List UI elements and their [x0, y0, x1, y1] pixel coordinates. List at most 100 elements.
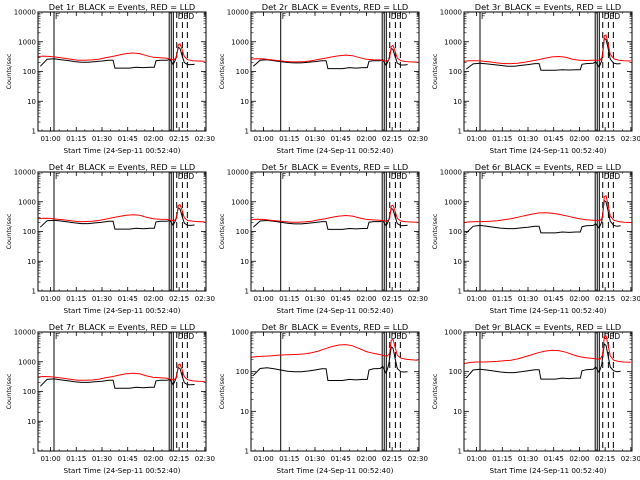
- y-tick-label: 1: [32, 288, 36, 296]
- x-tick-label: 02:30: [195, 135, 215, 143]
- y-tick-label: 10000: [14, 329, 36, 337]
- marker-label: E: [609, 172, 614, 181]
- x-tick-label: 01:00: [466, 295, 486, 303]
- y-axis-label: Counts/sec: [5, 373, 13, 409]
- x-tick-label: 01:30: [518, 295, 538, 303]
- x-tick-label: 01:30: [518, 455, 538, 463]
- marker-label: D: [604, 172, 610, 181]
- panel-det-1: Det 1r_BLACK = Events, RED = LLD Counts/s…: [5, 2, 215, 155]
- y-tick-label: 1000: [231, 38, 249, 46]
- events-series-line: [465, 199, 621, 234]
- y-tick-label: 100: [23, 228, 36, 236]
- y-tick-label: 1000: [231, 198, 249, 206]
- panel-det-8: Det 8r_BLACK = Events, RED = LLD Counts/s…: [218, 322, 428, 475]
- x-tick-label: 01:45: [544, 455, 564, 463]
- x-tick-label: 02:30: [408, 295, 428, 303]
- x-tick-label: 02:00: [143, 295, 163, 303]
- x-axis-label: Start Time (24-Sep-11 00:52:40): [490, 146, 607, 155]
- marker-label: E: [396, 172, 401, 181]
- x-tick-label: 02:00: [569, 455, 589, 463]
- marker-label: D: [178, 12, 184, 21]
- y-tick-label: 100: [449, 368, 462, 376]
- plot-frame: [463, 11, 633, 132]
- plot-frame: [37, 331, 207, 452]
- y-tick-label: 1: [32, 448, 36, 456]
- x-tick-label: 02:00: [569, 135, 589, 143]
- lld-series-line: [463, 34, 631, 65]
- y-tick-label: 10000: [227, 169, 249, 177]
- y-tick-label: 10: [240, 408, 249, 416]
- panel-det-3: Det 3r_BLACK = Events, RED = LLD Counts/s…: [431, 2, 640, 155]
- y-tick-label: 10000: [440, 169, 462, 177]
- x-tick-label: 02:15: [169, 295, 189, 303]
- x-tick-label: 01:15: [66, 295, 86, 303]
- plot-frame: [463, 171, 633, 292]
- y-tick-label: 100: [23, 68, 36, 76]
- marker-label: D: [614, 332, 620, 341]
- x-tick-label: 01:45: [118, 135, 138, 143]
- x-tick-label: 01:00: [40, 135, 60, 143]
- plot-frame: [37, 171, 207, 292]
- panel-det-4: Det 4r_BLACK = Events, RED = LLD Counts/s…: [5, 162, 215, 315]
- y-axis-label: Counts/sec: [218, 53, 226, 89]
- panel-det-9: Det 9r_BLACK = Events, RED = LLD Counts/s…: [431, 322, 640, 475]
- lld-series-line: [250, 44, 418, 63]
- marker-label: F: [481, 172, 485, 181]
- y-tick-label: 1000: [444, 198, 462, 206]
- x-tick-label: 02:15: [169, 135, 189, 143]
- marker-label: D: [401, 172, 407, 181]
- panel-det-2: Det 2r_BLACK = Events, RED = LLD Counts/s…: [218, 2, 428, 155]
- y-axis-label: Counts/sec: [431, 53, 439, 89]
- y-tick-label: 1: [458, 448, 462, 456]
- plot-frame: [250, 171, 420, 292]
- plot-frame: [250, 331, 420, 452]
- x-tick-label: 02:30: [195, 295, 215, 303]
- x-axis-label: Start Time (24-Sep-11 00:52:40): [64, 466, 181, 475]
- panel-title: Det 2r_BLACK = Events, RED = LLD: [262, 2, 408, 12]
- x-tick-label: 01:45: [118, 455, 138, 463]
- x-tick-label: 02:30: [621, 135, 640, 143]
- lld-series-line: [463, 335, 631, 365]
- lld-series-line: [37, 363, 205, 382]
- x-tick-label: 02:00: [143, 135, 163, 143]
- x-tick-label: 02:15: [382, 135, 402, 143]
- marker-label: F: [282, 172, 286, 181]
- x-tick-label: 01:15: [66, 135, 86, 143]
- x-tick-label: 01:30: [518, 135, 538, 143]
- events-series-line: [252, 47, 408, 70]
- x-tick-label: 01:00: [466, 455, 486, 463]
- x-tick-label: 02:30: [195, 455, 215, 463]
- marker-label: E: [183, 172, 188, 181]
- y-tick-label: 1000: [444, 38, 462, 46]
- x-tick-label: 01:45: [544, 135, 564, 143]
- y-tick-label: 1000: [18, 358, 36, 366]
- marker-label: E: [609, 12, 614, 21]
- x-tick-label: 01:30: [92, 135, 112, 143]
- marker-label: F: [282, 12, 286, 21]
- marker-label: F: [55, 332, 59, 341]
- marker-label: F: [481, 332, 485, 341]
- events-series-line: [465, 37, 621, 71]
- y-tick-label: 10: [240, 258, 249, 266]
- x-axis-label: Start Time (24-Sep-11 00:52:40): [277, 466, 394, 475]
- events-series-line: [252, 207, 408, 230]
- x-tick-label: 01:45: [118, 295, 138, 303]
- plot-frame: [37, 11, 207, 132]
- x-tick-label: 01:30: [92, 295, 112, 303]
- x-tick-label: 01:15: [66, 455, 86, 463]
- x-tick-label: 02:15: [382, 455, 402, 463]
- x-tick-label: 01:15: [279, 455, 299, 463]
- y-tick-label: 1: [245, 448, 249, 456]
- panel-title: Det 4r_BLACK = Events, RED = LLD: [49, 162, 195, 172]
- y-axis-label: Counts/sec: [5, 53, 13, 89]
- panel-title: Det 8r_BLACK = Events, RED = LLD: [262, 322, 408, 332]
- x-tick-label: 01:00: [253, 455, 273, 463]
- x-tick-label: 01:00: [40, 295, 60, 303]
- panel-title: Det 7r_BLACK = Events, RED = LLD: [49, 322, 195, 332]
- marker-label: E: [183, 332, 188, 341]
- y-tick-label: 10: [27, 258, 36, 266]
- x-axis-label: Start Time (24-Sep-11 00:52:40): [277, 306, 394, 315]
- x-tick-label: 02:30: [621, 455, 640, 463]
- marker-label: D: [401, 332, 407, 341]
